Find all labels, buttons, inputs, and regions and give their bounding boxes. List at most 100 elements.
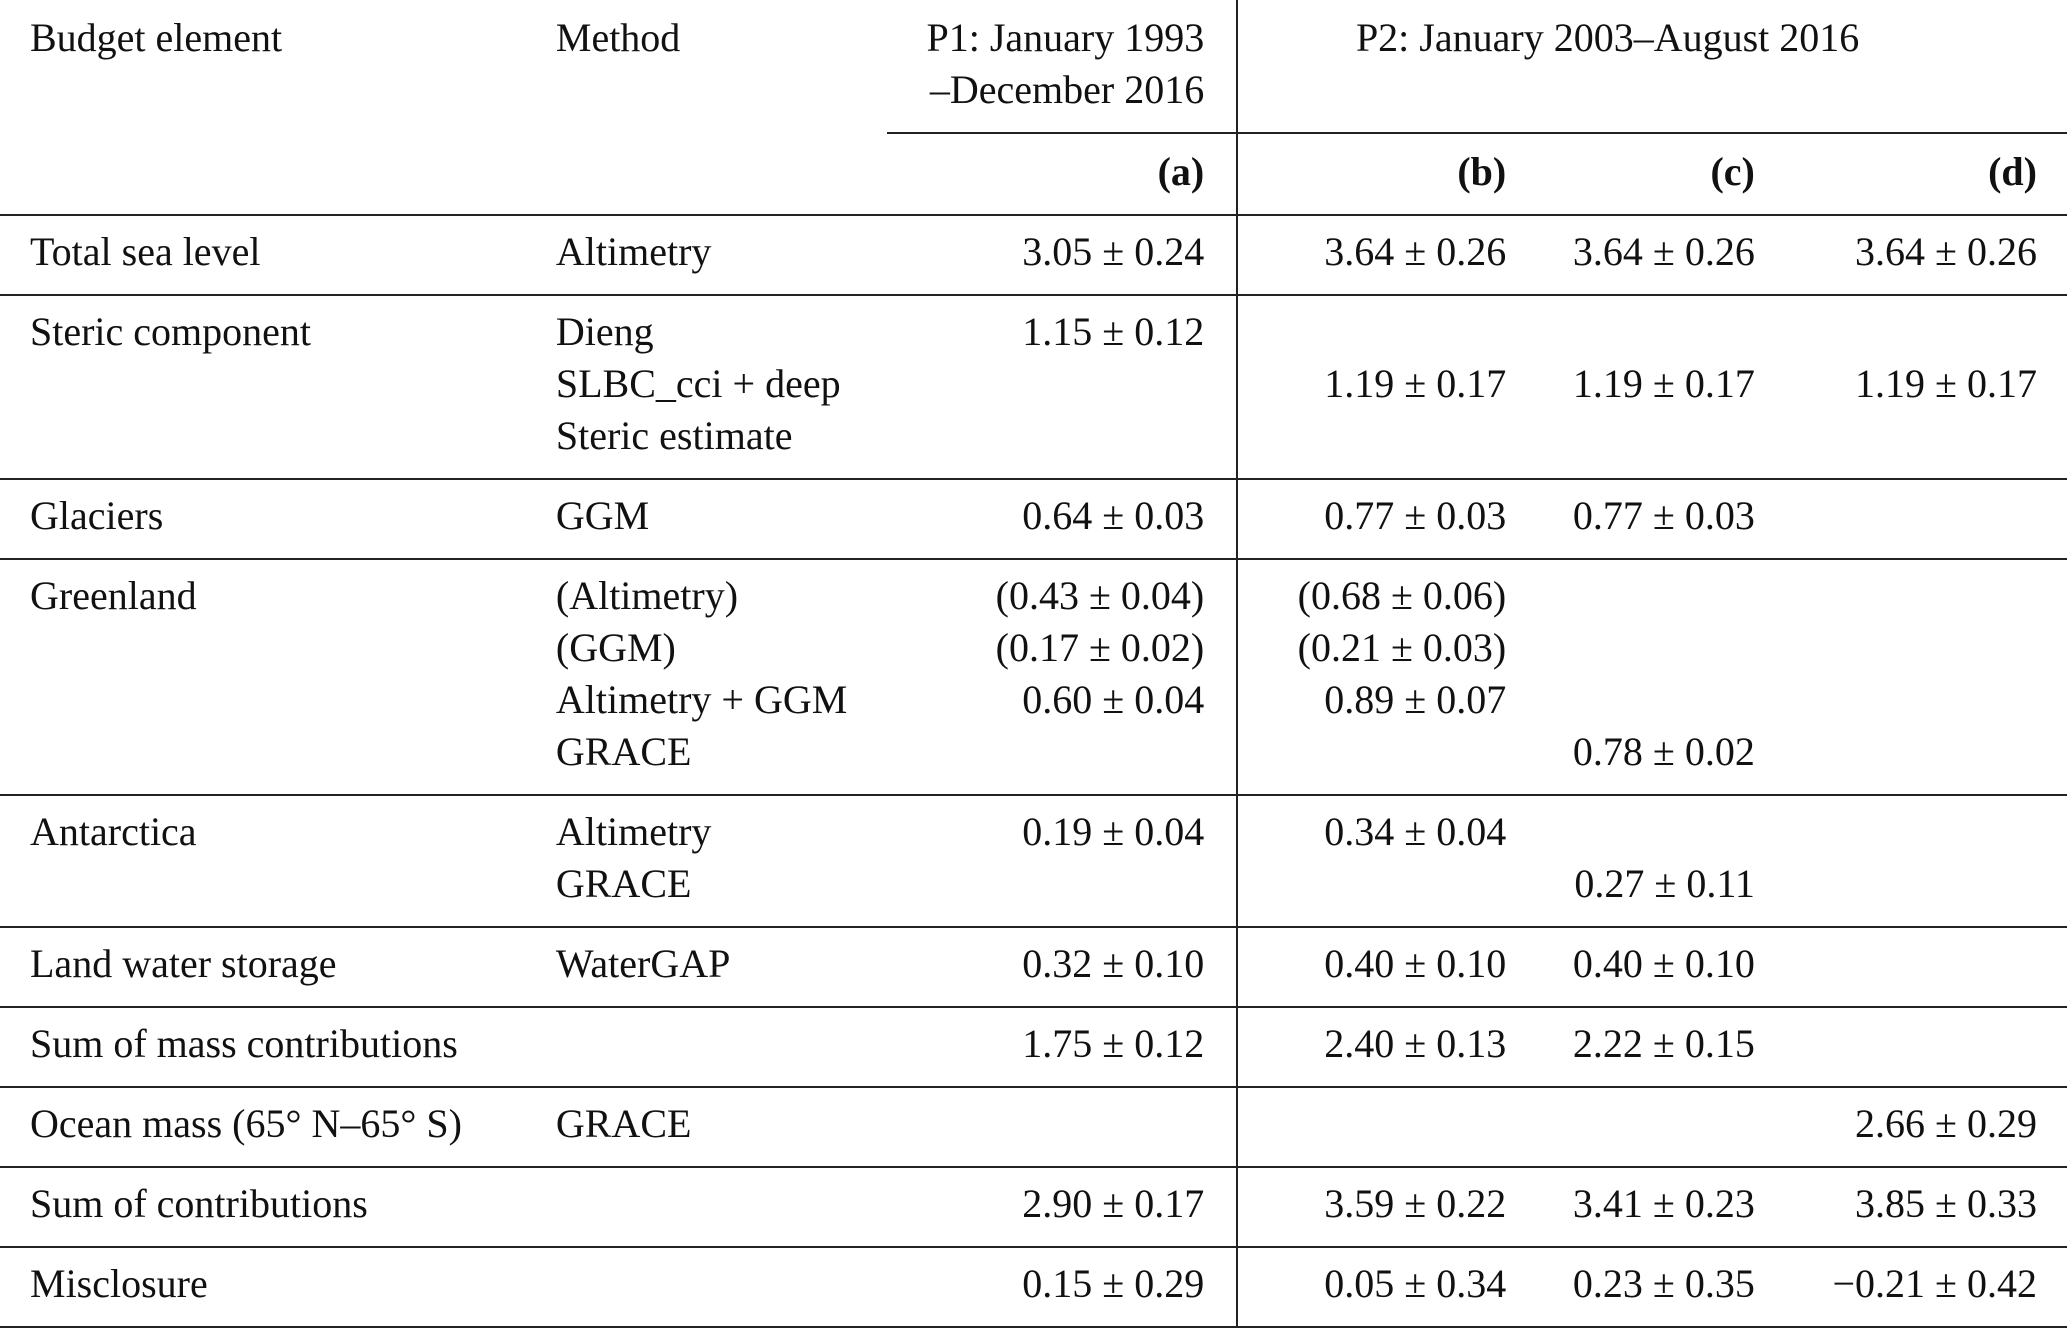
cell-value-a: 1.75 ± 0.12: [886, 1007, 1239, 1087]
cell-value-b-line: [1238, 306, 1506, 358]
cell-value-a-line: 0.60 ± 0.04: [1022, 677, 1205, 722]
cell-value-b-line: 0.05 ± 0.34: [1324, 1261, 1507, 1306]
cell-value-d-line: 1.19 ± 0.17: [1855, 361, 2037, 406]
cell-method: GGM: [556, 479, 887, 559]
cell-value-d-line: [1765, 938, 2037, 990]
header-p1: P1: January 1993 –December 2016: [886, 0, 1239, 134]
cell-budget-element: Total sea level: [0, 215, 556, 295]
budget-element-label: Misclosure: [30, 1261, 208, 1306]
cell-budget-element: Greenland: [0, 559, 556, 795]
cell-value-b-line: 1.19 ± 0.17: [1324, 361, 1507, 406]
table-row: Misclosure 0.15 ± 0.29 0.05 ± 0.34 0.23 ± 0…: [0, 1247, 2067, 1327]
cell-value-b: 0.34 ± 0.04: [1237, 795, 1516, 927]
cell-value-b: 3.64 ± 0.26: [1237, 215, 1516, 295]
cell-value-b: 0.77 ± 0.03: [1237, 479, 1516, 559]
cell-value-b: 1.19 ± 0.17: [1237, 295, 1516, 479]
cell-value-a: 2.90 ± 0.17: [886, 1167, 1239, 1247]
cell-value-d-line: −0.21 ± 0.42: [1832, 1261, 2037, 1306]
cell-value-c: 1.19 ± 0.17: [1516, 295, 1765, 479]
header-spacer: [0, 133, 556, 215]
cell-method-line: WaterGAP: [555, 941, 731, 986]
cell-value-a-line: (0.43 ± 0.04): [995, 573, 1205, 618]
cell-value-c-line: 0.23 ± 0.35: [1572, 1261, 1755, 1306]
cell-value-b-line: (0.68 ± 0.06): [1297, 573, 1507, 618]
cell-value-b-line: [1238, 410, 1506, 462]
cell-value-c-line: [1516, 674, 1755, 726]
header-budget-element: Budget element: [30, 15, 283, 60]
cell-value-c: [1516, 1087, 1765, 1167]
cell-value-b-line: 2.40 ± 0.13: [1324, 1021, 1507, 1066]
cell-value-c-line: 3.64 ± 0.26: [1572, 229, 1755, 274]
cell-value-b-line: [1238, 858, 1506, 910]
cell-method: Altimetry: [556, 215, 887, 295]
cell-value-d-line: [1765, 1018, 2037, 1070]
cell-value-d-line: [1765, 806, 2037, 858]
cell-value-d-line: [1765, 410, 2037, 462]
subheader-a: (a): [886, 133, 1239, 215]
cell-value-a-line: [887, 858, 1205, 910]
cell-budget-element: Sum of contributions: [0, 1167, 556, 1247]
cell-value-a: 0.19 ± 0.04: [886, 795, 1239, 927]
cell-value-a: 0.15 ± 0.29: [886, 1247, 1239, 1327]
cell-value-c-line: 0.40 ± 0.10: [1572, 941, 1755, 986]
cell-method-line: (GGM): [555, 625, 676, 670]
cell-value-a-line: [887, 358, 1205, 410]
subheader-c: (c): [1710, 149, 1755, 194]
cell-method-line: Dieng: [555, 309, 654, 354]
cell-value-d: 2.66 ± 0.29: [1765, 1087, 2067, 1167]
cell-value-a-line: 0.15 ± 0.29: [1022, 1261, 1205, 1306]
cell-method-line: (Altimetry): [555, 573, 739, 618]
cell-value-b: 3.59 ± 0.22: [1237, 1167, 1516, 1247]
cell-value-b: 0.05 ± 0.34: [1237, 1247, 1516, 1327]
budget-element-label: Sum of contributions: [30, 1181, 368, 1226]
table-row: Greenland (Altimetry) (GGM) Altimetry + GGM…: [0, 559, 2067, 795]
subheader-b: (b): [1457, 149, 1507, 194]
cell-value-d: 1.19 ± 0.17: [1765, 295, 2067, 479]
budget-element-label: Ocean mass (65° N–65° S): [30, 1101, 462, 1146]
cell-method-line: GRACE: [555, 861, 692, 906]
cell-method-line: Altimetry: [555, 229, 712, 274]
table-row: Steric component Dieng SLBC_cci + deep Ster…: [0, 295, 2067, 479]
cell-value-a-line: [887, 726, 1205, 778]
cell-value-c: 0.77 ± 0.03: [1516, 479, 1765, 559]
cell-value-a: (0.43 ± 0.04) (0.17 ± 0.02) 0.60 ± 0.04: [886, 559, 1239, 795]
cell-value-c-line: [1516, 622, 1755, 674]
cell-method-line: SLBC_cci + deep: [555, 361, 841, 406]
cell-value-a-line: 0.64 ± 0.03: [1022, 493, 1205, 538]
cell-value-d-line: [1765, 622, 2037, 674]
cell-value-d: [1765, 479, 2067, 559]
budget-element-label: Steric component: [30, 309, 312, 354]
table-row: Sum of contributions 2.90 ± 0.17 3.59 ± 0.…: [0, 1167, 2067, 1247]
cell-value-d: [1765, 927, 2067, 1007]
cell-method-line: Altimetry: [555, 809, 712, 854]
cell-value-a-line: 2.90 ± 0.17: [1022, 1181, 1205, 1226]
table-row: Total sea level Altimetry 3.05 ± 0.24 3.64 …: [0, 215, 2067, 295]
cell-value-c: 2.22 ± 0.15: [1516, 1007, 1765, 1087]
cell-value-d: [1765, 559, 2067, 795]
cell-value-c: 0.27 ± 0.11: [1516, 795, 1765, 927]
cell-value-a-line: [887, 410, 1205, 462]
cell-value-d-line: [1765, 570, 2037, 622]
cell-value-a: 0.64 ± 0.03: [886, 479, 1239, 559]
cell-budget-element: Ocean mass (65° N–65° S): [0, 1087, 556, 1167]
cell-method: Altimetry GRACE: [556, 795, 887, 927]
header-p2: P2: January 2003–August 2016: [1237, 0, 2067, 134]
cell-method-line: GRACE: [555, 1101, 692, 1146]
header-method: Method: [555, 15, 681, 60]
budget-element-label: Sum of mass contributions: [30, 1021, 458, 1066]
table-row: Ocean mass (65° N–65° S) GRACE 2.66 ± 0.29: [0, 1087, 2067, 1167]
budget-element-label: Antarctica: [30, 809, 197, 854]
cell-value-c-line: 2.22 ± 0.15: [1572, 1021, 1755, 1066]
header-row-periods: Budget element Method P1: January 1993 –…: [0, 0, 2067, 134]
cell-method: GRACE: [556, 1087, 887, 1167]
cell-value-d-line: 3.64 ± 0.26: [1855, 229, 2037, 274]
cell-method: WaterGAP: [556, 927, 887, 1007]
cell-value-c-line: [1516, 570, 1755, 622]
cell-value-d: 3.85 ± 0.33: [1765, 1167, 2067, 1247]
cell-value-b-line: [1238, 1098, 1506, 1150]
cell-method: (Altimetry) (GGM) Altimetry + GGM GRACE: [556, 559, 887, 795]
cell-value-c: 0.23 ± 0.35: [1516, 1247, 1765, 1327]
cell-method-line: GGM: [555, 493, 650, 538]
